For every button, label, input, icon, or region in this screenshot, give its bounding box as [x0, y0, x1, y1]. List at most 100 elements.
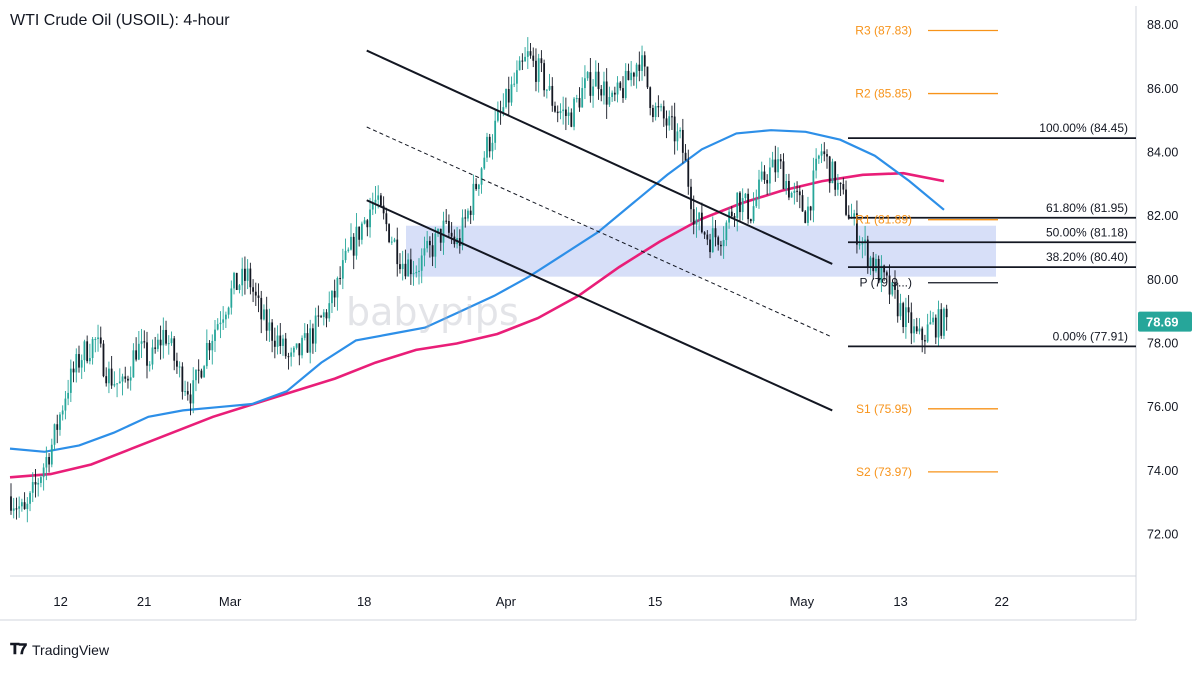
candle-body [72, 368, 75, 373]
candle-body [404, 263, 407, 277]
candle-body [110, 368, 113, 386]
candle-body [918, 328, 921, 332]
candle-body [545, 89, 548, 91]
candle-body [883, 265, 886, 273]
candle-body [273, 340, 276, 347]
pivot-level-label: P (79.9...) [860, 276, 912, 290]
candle-body [333, 290, 336, 298]
chart-frame [0, 6, 1137, 621]
candle-body [56, 424, 59, 430]
candle-body [192, 380, 195, 404]
candle-body [488, 136, 491, 152]
candle-body [812, 170, 815, 211]
tradingview-brand[interactable]: 𝐓𝟕 TradingView [10, 641, 109, 658]
candle-body [755, 198, 758, 207]
candle-body [584, 78, 586, 89]
candle-body [312, 328, 314, 344]
candle-body [711, 228, 714, 253]
candle-body [396, 239, 399, 265]
candle-body [97, 337, 99, 340]
candle-body [393, 239, 396, 242]
candle-body [940, 309, 943, 336]
candle-body [564, 109, 567, 116]
candle-body [116, 383, 118, 385]
candle-body [543, 63, 546, 91]
candle-body [815, 158, 818, 171]
candle-body [556, 111, 559, 114]
candle-body [350, 236, 352, 250]
candle-body [774, 159, 777, 173]
candle-body [690, 186, 692, 210]
candle-body [233, 272, 235, 289]
candle-body [34, 482, 37, 485]
candle-body [524, 56, 526, 62]
candle-body [483, 157, 486, 169]
candle-body [263, 309, 265, 320]
candle-body [200, 370, 203, 378]
candle-body [205, 342, 208, 367]
candle-body [121, 376, 124, 382]
candle-body [537, 58, 540, 82]
candle-body [880, 265, 883, 283]
candle-body [722, 240, 725, 247]
candle-body [875, 258, 877, 272]
candle-body [899, 303, 902, 317]
candle-body [654, 106, 657, 118]
candle-body [817, 155, 820, 159]
candle-body [907, 307, 910, 313]
candle-body [730, 211, 733, 217]
candle-body [448, 221, 450, 233]
current-price-label: 78.69 [1146, 315, 1179, 330]
candle-body [652, 107, 654, 118]
candle-body [78, 354, 80, 368]
candle-body [178, 366, 181, 368]
x-tick-label: 12 [53, 594, 67, 609]
candle-body [224, 314, 227, 320]
sma-blue-line [9, 129, 945, 453]
candle-body [532, 55, 535, 61]
candle-body [184, 391, 186, 393]
candle-body [507, 89, 510, 103]
candle-body [627, 70, 630, 81]
candle-body [415, 272, 418, 274]
candle-body [872, 257, 875, 272]
chart-title: WTI Crude Oil (USOIL): 4-hour [10, 12, 230, 29]
candle-body [124, 376, 127, 379]
candle-body [480, 168, 483, 185]
candle-body [913, 326, 915, 334]
candle-body [235, 272, 238, 290]
fib-level-label: 0.00% (77.91) [1053, 329, 1128, 343]
candle-body [279, 335, 282, 346]
candle-body [260, 297, 263, 320]
candle-body [494, 120, 497, 143]
candle-body [725, 222, 728, 241]
candle-body [339, 278, 342, 280]
candle-body [788, 180, 790, 198]
candle-body [608, 96, 611, 105]
candle-body [619, 82, 622, 89]
candle-body [409, 259, 412, 275]
candle-body [747, 193, 750, 220]
candle-body [477, 184, 480, 190]
candle-body [37, 482, 40, 485]
candle-body [140, 341, 143, 344]
y-tick-label: 78.00 [1147, 337, 1178, 351]
x-tick-label: 21 [137, 594, 151, 609]
candle-body [921, 328, 924, 341]
candle-body [505, 89, 507, 108]
candle-body [700, 212, 703, 233]
candle-body [464, 217, 467, 219]
y-tick-label: 88.00 [1147, 18, 1178, 32]
candle-body [796, 190, 798, 192]
levels: 100.00% (84.45) 61.80% (81.95) 50.00% (81.… [366, 24, 1136, 479]
candle-body [428, 240, 431, 246]
y-tick-label: 76.00 [1147, 400, 1178, 414]
support-zone-box [406, 225, 996, 277]
candle-body [885, 272, 888, 276]
candle-body [798, 191, 801, 196]
candle-body [594, 71, 597, 87]
y-tick-label: 82.00 [1147, 209, 1178, 223]
candle-body [638, 64, 641, 71]
pivot-level-label: R3 (87.83) [855, 24, 912, 38]
